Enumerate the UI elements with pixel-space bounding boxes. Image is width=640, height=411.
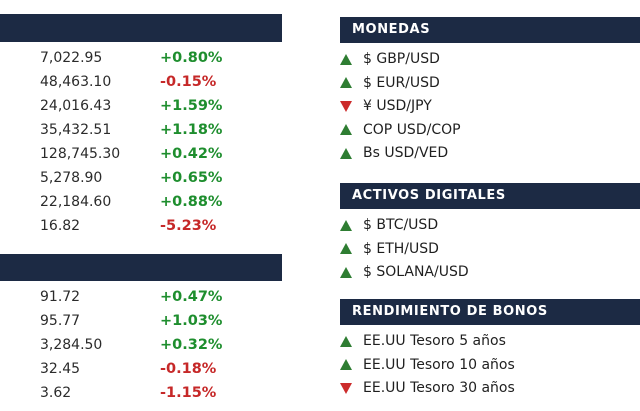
instrument-value: 91.72 [40,289,81,305]
list-item[interactable]: Bs USD/VED [340,142,640,166]
instrument-change: -1.15% [160,385,217,401]
instrument-change: +0.88% [160,194,223,210]
instrument-change: +0.65% [160,170,223,186]
left-panel: 7,022.95 +0.80% 48,463.10 -0.15% 24,016.… [0,0,282,405]
instrument-value: 3.62 [40,385,72,401]
table-row[interactable]: 3.62 -1.15% [0,381,282,405]
section-monedas-title: MONEDAS [352,22,431,38]
section-activos-digitales: ACTIVOS DIGITALES $ BTC/USD $ ETH/USD $ … [340,182,640,285]
section-bonos-header-bar: RENDIMIENTO DE BONOS [340,298,640,325]
list-item-label: $ ETH/USD [363,240,439,257]
up-triangle-icon [340,219,352,231]
instrument-change: +1.18% [160,122,223,138]
list-item-label: $ BTC/USD [363,217,439,234]
section-activos-title: ACTIVOS DIGITALES [352,188,506,203]
table-row[interactable]: 5,278.90 +0.65% [0,166,282,190]
market-table-2: 91.72 +0.47% 95.77 +1.03% 3,284.50 +0.32… [0,285,282,405]
instrument-value: 7,022.95 [40,50,103,66]
instrument-change: -0.15% [160,74,217,90]
list-item[interactable]: EE.UU Tesoro 5 años [340,330,640,354]
instrument-change: +0.80% [160,50,223,66]
list-item-label: COP USD/COP [363,121,461,138]
instrument-change: +0.47% [160,289,223,305]
table-row[interactable]: 7,022.95 +0.80% [0,46,282,70]
instrument-value: 32.45 [40,361,81,377]
instrument-value: 95.77 [40,313,81,329]
table-row[interactable]: 24,016.43 +1.59% [0,94,282,118]
list-item-label: $ GBP/USD [363,51,440,68]
list-item-label: EE.UU Tesoro 5 años [363,333,506,350]
up-triangle-icon [340,359,352,371]
up-triangle-icon [340,243,352,255]
list-item[interactable]: $ GBP/USD [340,48,640,72]
bonos-list: EE.UU Tesoro 5 años EE.UU Tesoro 10 años… [340,330,640,401]
section-monedas-header-bar: MONEDAS [340,17,640,43]
instrument-change: -5.23% [160,218,217,234]
list-item[interactable]: $ ETH/USD [340,237,640,261]
up-triangle-icon [340,53,352,65]
list-item-label: EE.UU Tesoro 30 años [363,380,515,397]
list-item-label: ¥ USD/JPY [363,98,432,115]
instrument-value: 3,284.50 [40,337,103,353]
list-item-label: $ SOLANA/USD [363,264,469,281]
section-bonos-title: RENDIMIENTO DE BONOS [352,304,548,319]
list-item[interactable]: EE.UU Tesoro 10 años [340,353,640,377]
up-triangle-icon [340,147,352,159]
instrument-value: 22,184.60 [40,194,112,210]
instrument-value: 48,463.10 [40,74,112,90]
table-row[interactable]: 32.45 -0.18% [0,357,282,381]
down-triangle-icon [340,100,352,112]
up-triangle-icon [340,266,352,278]
table-row[interactable]: 95.77 +1.03% [0,309,282,333]
instrument-change: +0.42% [160,146,223,162]
table-row[interactable]: 3,284.50 +0.32% [0,333,282,357]
activos-list: $ BTC/USD $ ETH/USD $ SOLANA/USD [340,214,640,285]
instrument-change: +1.03% [160,313,223,329]
instrument-value: 24,016.43 [40,98,112,114]
instrument-value: 128,745.30 [40,146,121,162]
market-table-1: 7,022.95 +0.80% 48,463.10 -0.15% 24,016.… [0,46,282,238]
right-panel: MONEDAS $ GBP/USD $ EUR/USD ¥ USD/JPY CO… [340,0,640,400]
table-row[interactable]: 91.72 +0.47% [0,285,282,309]
up-triangle-icon [340,335,352,347]
instrument-value: 5,278.90 [40,170,103,186]
up-triangle-icon [340,77,352,89]
table-row[interactable]: 48,463.10 -0.15% [0,70,282,94]
section-rendimiento-bonos: RENDIMIENTO DE BONOS EE.UU Tesoro 5 años… [340,298,640,401]
instrument-change: +1.59% [160,98,223,114]
monedas-list: $ GBP/USD $ EUR/USD ¥ USD/JPY COP USD/CO… [340,48,640,166]
instrument-value: 16.82 [40,218,81,234]
list-item-label: EE.UU Tesoro 10 años [363,356,515,373]
left-table-2-header-bar [0,254,282,281]
up-triangle-icon [340,124,352,136]
section-activos-header-bar: ACTIVOS DIGITALES [340,182,640,209]
down-triangle-icon [340,382,352,394]
list-item-label: Bs USD/VED [363,145,449,162]
list-item[interactable]: ¥ USD/JPY [340,95,640,119]
table-row[interactable]: 22,184.60 +0.88% [0,190,282,214]
table-row[interactable]: 16.82 -5.23% [0,214,282,238]
section-monedas: MONEDAS $ GBP/USD $ EUR/USD ¥ USD/JPY CO… [340,17,640,165]
list-item-label: $ EUR/USD [363,74,440,91]
left-table-1-header-bar [0,14,282,42]
table-row[interactable]: 35,432.51 +1.18% [0,118,282,142]
list-item[interactable]: $ EUR/USD [340,71,640,95]
instrument-change: +0.32% [160,337,223,353]
instrument-value: 35,432.51 [40,122,112,138]
list-item[interactable]: COP USD/COP [340,118,640,142]
table-row[interactable]: 128,745.30 +0.42% [0,142,282,166]
list-item[interactable]: $ BTC/USD [340,214,640,238]
list-item[interactable]: EE.UU Tesoro 30 años [340,377,640,401]
instrument-change: -0.18% [160,361,217,377]
list-item[interactable]: $ SOLANA/USD [340,261,640,285]
